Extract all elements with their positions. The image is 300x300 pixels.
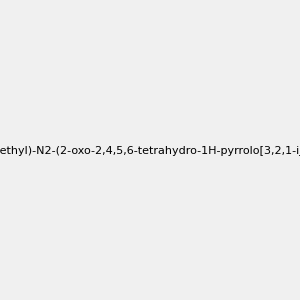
Text: N1-(3,4-dimethoxyphenethyl)-N2-(2-oxo-2,4,5,6-tetrahydro-1H-pyrrolo[3,2,1-ij]qui: N1-(3,4-dimethoxyphenethyl)-N2-(2-oxo-2,…: [0, 146, 300, 157]
